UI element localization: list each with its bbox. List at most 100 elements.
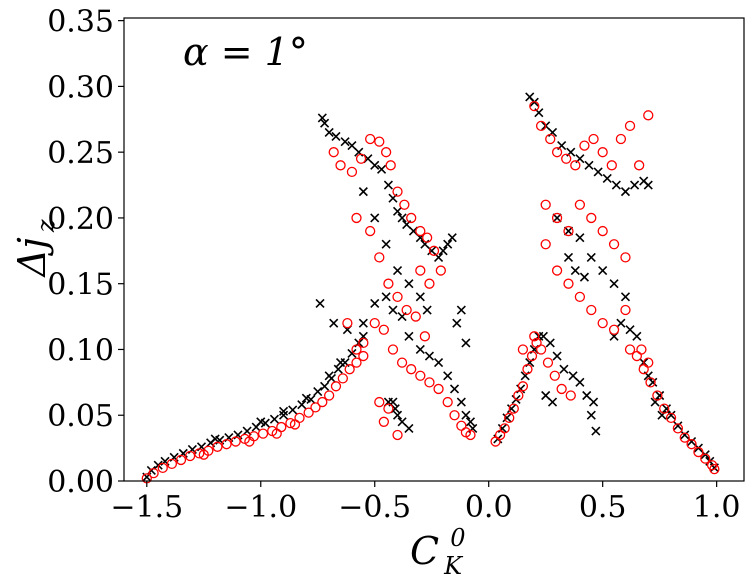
cross-point <box>210 434 220 444</box>
cross-point <box>370 160 380 170</box>
circle-point <box>633 160 645 171</box>
cross-point <box>447 233 457 243</box>
circle-point <box>508 403 519 414</box>
cross-point <box>335 358 346 368</box>
cross-point <box>383 180 393 190</box>
circle-point <box>289 419 301 430</box>
x-tick-label: −1.5 <box>110 490 183 525</box>
circle-point <box>551 147 563 158</box>
cross-point <box>584 160 594 170</box>
cross-point <box>506 404 517 414</box>
circle-point <box>574 199 586 210</box>
y-tick-label: 0.10 <box>47 333 114 368</box>
cross-point <box>377 164 387 174</box>
circle-point <box>631 350 643 362</box>
x-axis: −1.5 −1.0 −0.5 0.0 0.5 1.0 <box>110 481 741 525</box>
circle-point <box>221 439 232 450</box>
circle-point <box>330 381 342 392</box>
circle-point <box>504 412 515 424</box>
y-tick-label: 0.30 <box>47 70 114 105</box>
cross-point <box>563 252 574 262</box>
circle-point <box>337 373 348 384</box>
x-tick-label: −1.0 <box>224 490 297 525</box>
circle-point <box>522 364 533 375</box>
cross-point <box>297 400 307 410</box>
y-tick-label: 0.05 <box>47 399 114 434</box>
cross-point <box>661 404 672 414</box>
cross-point <box>388 305 398 315</box>
cross-point <box>593 167 603 177</box>
cross-point <box>443 371 453 381</box>
cross-point <box>570 265 580 276</box>
circle-point <box>588 133 599 145</box>
circle-point <box>358 350 369 362</box>
cross-point <box>591 426 601 436</box>
cross-point <box>538 331 548 341</box>
cross-point <box>552 213 562 223</box>
cross-point <box>404 423 414 433</box>
circle-point <box>686 439 697 450</box>
circle-point <box>410 311 421 322</box>
plot-frame <box>123 17 745 482</box>
circle-point <box>597 318 608 329</box>
circle-point <box>392 291 403 303</box>
circle-point <box>365 225 376 237</box>
cross-point <box>625 325 635 335</box>
cross-point <box>381 292 391 302</box>
circle-point <box>693 446 704 458</box>
circle-point <box>517 344 529 355</box>
y-tick-label: 0.20 <box>47 202 114 237</box>
cross-point <box>456 305 466 315</box>
circle-point <box>346 166 358 178</box>
circle-point <box>494 429 506 441</box>
circle-point <box>579 140 590 151</box>
circle-point <box>422 232 433 243</box>
circle-point <box>665 412 677 424</box>
cross-point <box>541 390 551 401</box>
circle-point <box>643 357 654 368</box>
circle-point <box>351 212 362 224</box>
circle-point <box>606 160 617 171</box>
circle-point <box>303 407 314 418</box>
circle-point <box>499 423 510 434</box>
circle-point <box>257 428 269 439</box>
cross-point <box>324 371 334 381</box>
cross-point <box>331 131 341 141</box>
circle-point <box>385 160 396 171</box>
cross-point <box>632 331 642 341</box>
circle-point <box>166 458 178 470</box>
circle-point <box>415 265 426 276</box>
circle-point <box>374 396 385 408</box>
cross-point <box>611 180 621 190</box>
annotation-text: α = 1° <box>183 30 308 74</box>
circle-point <box>271 428 282 439</box>
circle-point <box>620 304 631 316</box>
cross-point <box>582 390 592 401</box>
circle-point <box>542 357 554 368</box>
circle-point <box>586 212 597 224</box>
circle-point <box>570 160 581 171</box>
cross-point <box>568 371 578 381</box>
cross-point <box>288 405 298 415</box>
circle-point <box>424 377 435 388</box>
circle-point <box>608 324 620 335</box>
cross-point <box>680 430 690 440</box>
cross-point <box>461 410 471 420</box>
cross-point <box>552 351 562 361</box>
circle-point <box>643 110 654 121</box>
circle-point <box>597 147 608 158</box>
cross-point <box>278 410 289 420</box>
circle-point <box>387 344 399 355</box>
circle-point <box>342 318 353 329</box>
circle-point <box>652 390 663 401</box>
cross-point <box>545 338 555 348</box>
cross-point <box>313 386 323 397</box>
cross-point <box>347 348 357 358</box>
circle-point <box>148 467 159 479</box>
circle-point <box>323 390 335 401</box>
cross-point <box>559 364 569 374</box>
circle-point <box>244 436 255 447</box>
cross-point <box>324 127 334 138</box>
circle-point <box>335 160 346 171</box>
circle-point <box>545 133 556 145</box>
